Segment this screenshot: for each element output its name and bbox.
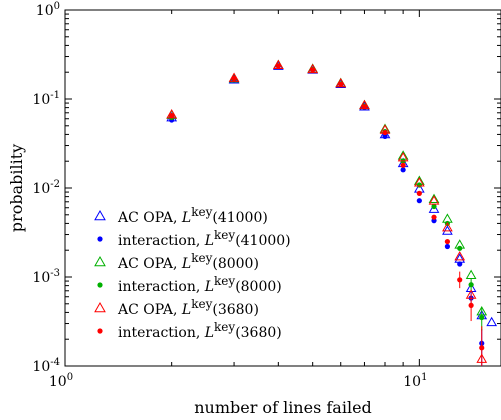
legend-marker bbox=[94, 255, 106, 267]
legend-label: AC OPA, Lkey(3680) bbox=[117, 297, 259, 318]
x-tick-label: 100 bbox=[49, 372, 73, 390]
legend-marker bbox=[94, 301, 106, 313]
legend-marker bbox=[94, 209, 106, 221]
y-tick-label: 10-2 bbox=[32, 179, 60, 197]
data-point bbox=[442, 221, 453, 232]
data-point bbox=[431, 203, 437, 210]
y-tick-label: 10-1 bbox=[32, 90, 60, 108]
y-axis-label: probability bbox=[7, 144, 26, 232]
data-point bbox=[382, 133, 388, 139]
data-marks bbox=[166, 59, 498, 366]
data-point bbox=[275, 63, 281, 69]
data-point bbox=[428, 193, 440, 203]
data-point bbox=[416, 182, 422, 188]
legend-marker bbox=[97, 328, 103, 334]
data-point bbox=[231, 75, 237, 82]
y-tick-label: 10-3 bbox=[32, 268, 60, 286]
legend-marker bbox=[97, 282, 103, 288]
data-point bbox=[338, 81, 344, 87]
data-point bbox=[169, 113, 175, 119]
x-tick-label: 101 bbox=[403, 372, 427, 390]
legend-label: AC OPA, Lkey(8000) bbox=[117, 251, 259, 272]
axis-ticks: 100 101 100 10-1 10-2 10-3 10-4 bbox=[32, 1, 501, 390]
data-point bbox=[444, 243, 450, 250]
data-point bbox=[468, 302, 474, 308]
y-tick-label: 10-4 bbox=[32, 357, 60, 375]
data-point bbox=[310, 67, 316, 73]
data-point bbox=[361, 104, 368, 110]
y-tick-label: 100 bbox=[36, 1, 60, 19]
data-point bbox=[416, 190, 422, 196]
data-point bbox=[465, 269, 477, 279]
data-point bbox=[442, 225, 453, 235]
data-point bbox=[479, 314, 485, 321]
legend-label: AC OPA, Lkey(41000) bbox=[117, 205, 268, 226]
data-point bbox=[397, 152, 409, 162]
data-point bbox=[382, 129, 388, 136]
data-point bbox=[454, 250, 466, 261]
data-point bbox=[400, 162, 406, 168]
data-point bbox=[486, 316, 498, 327]
data-point bbox=[431, 214, 437, 220]
data-point bbox=[416, 198, 422, 204]
legend-marker bbox=[97, 236, 103, 242]
data-point bbox=[479, 345, 485, 351]
data-point bbox=[428, 203, 440, 213]
legend-label: interaction, Lkey(41000) bbox=[118, 228, 291, 249]
data-point bbox=[428, 195, 440, 205]
x-axis-label: number of lines failed bbox=[194, 398, 372, 417]
data-point bbox=[457, 261, 463, 267]
legend-label: interaction, Lkey(8000) bbox=[118, 274, 282, 295]
data-point bbox=[400, 167, 406, 173]
data-point bbox=[413, 177, 425, 187]
data-point bbox=[457, 277, 463, 283]
legend: AC OPA, Lkey(41000)interaction, Lkey(410… bbox=[94, 205, 291, 341]
data-point bbox=[444, 238, 450, 245]
data-point bbox=[468, 282, 474, 288]
data-point bbox=[457, 245, 463, 251]
legend-label: interaction, Lkey(3680) bbox=[118, 320, 282, 341]
series-5 bbox=[169, 63, 485, 366]
